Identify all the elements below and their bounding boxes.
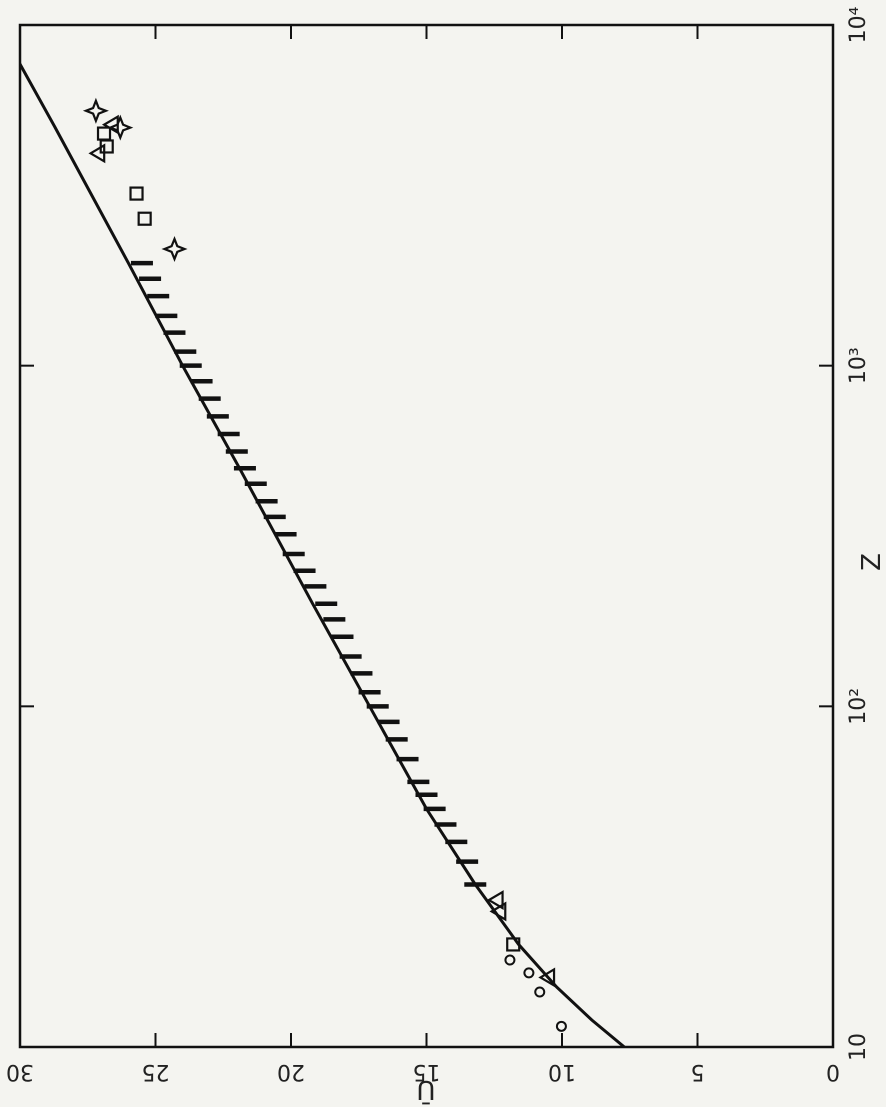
y-tick-label: 30 bbox=[6, 1059, 34, 1084]
x-tick-label: 10⁴ bbox=[846, 6, 871, 43]
x-axis-label: Z bbox=[857, 553, 886, 571]
y-tick-label: 5 bbox=[691, 1059, 705, 1084]
fit-curve bbox=[20, 25, 626, 1047]
data-point-circle bbox=[504, 954, 516, 966]
y-tick-label: 0 bbox=[826, 1059, 840, 1084]
rotated-plot-group: 10 10² 10³ 10⁴ 0 5 10 15 20 25 30 Z Ū bbox=[6, 6, 886, 1105]
data-point-square bbox=[506, 937, 521, 952]
y-tick-label: 25 bbox=[142, 1059, 170, 1084]
data-point-triangle bbox=[489, 901, 507, 922]
data-point-circle bbox=[534, 986, 546, 998]
data-points-group bbox=[82, 97, 567, 1032]
y-tick-label: 10 bbox=[548, 1059, 576, 1084]
data-point-star bbox=[82, 97, 109, 124]
data-point-star bbox=[107, 114, 134, 141]
data-point-triangle bbox=[538, 967, 556, 988]
data-point-square bbox=[137, 211, 152, 226]
y-tick-label: 20 bbox=[277, 1059, 305, 1084]
y-axis-label: Ū bbox=[416, 1074, 435, 1105]
data-point-triangle bbox=[486, 890, 504, 910]
data-point-square bbox=[96, 126, 112, 141]
data-point-circle bbox=[523, 967, 535, 979]
fit-curve-group bbox=[20, 25, 626, 1047]
x-tick-label: 10² bbox=[846, 688, 871, 725]
x-tick-label: 10 bbox=[846, 1033, 871, 1061]
data-point-star bbox=[161, 236, 188, 262]
tick-labels-group: 10 10² 10³ 10⁴ 0 5 10 15 20 25 30 bbox=[6, 6, 871, 1084]
y-tick-label: 15 bbox=[413, 1059, 441, 1084]
data-point-square bbox=[129, 186, 144, 201]
x-tick-label: 10³ bbox=[846, 347, 871, 384]
tick-marks bbox=[19, 24, 834, 1048]
plot-frame bbox=[18, 23, 835, 1049]
data-point-circle bbox=[555, 1020, 567, 1032]
